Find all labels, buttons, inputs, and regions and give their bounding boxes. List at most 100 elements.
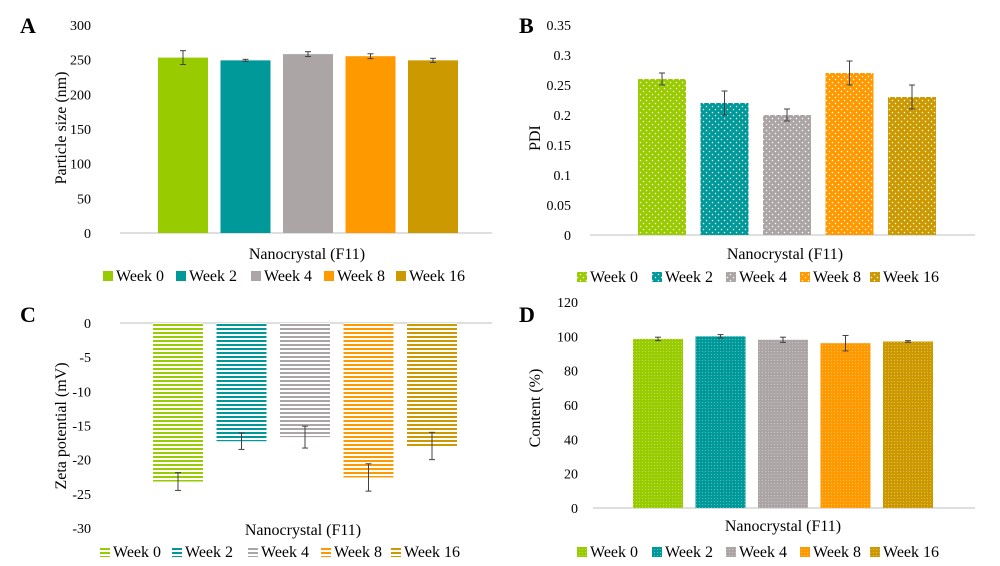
y-tick-label: 150	[70, 123, 91, 138]
legend-label: Week 8	[334, 544, 382, 561]
error-bars	[175, 425, 435, 492]
y-tick-label: 100	[557, 330, 578, 345]
legend-swatch-week0	[100, 547, 110, 557]
legend-swatch-week16	[870, 547, 880, 557]
panel-b: B PDI Nanocrystal (F11) 0 0.05 0.1 0.15 0.2 0…	[519, 13, 975, 286]
error-bars	[655, 334, 911, 352]
y-tick-label: 80	[564, 365, 578, 380]
bar-week8	[345, 56, 396, 234]
y-tick-label: 0.2	[554, 109, 572, 124]
legend-swatch-week2	[172, 547, 182, 557]
bar-week0	[638, 79, 686, 235]
y-axis-label: Particle size (nm)	[53, 72, 70, 185]
y-tick-label: 0.35	[547, 19, 572, 34]
x-axis-label: Nanocrystal (F11)	[249, 246, 365, 263]
y-tick-label: -10	[72, 385, 91, 400]
error-bars	[659, 60, 915, 122]
y-axis-label: PDI	[527, 125, 544, 151]
y-tick-label: -25	[72, 488, 91, 503]
y-tick-label: 50	[77, 192, 91, 207]
legend-swatch-week0	[577, 272, 587, 282]
legend-swatch-week4	[248, 547, 258, 557]
bar-week16	[408, 60, 458, 233]
legend-label: Week 4	[739, 269, 787, 286]
bar-week0	[158, 57, 208, 233]
bars	[638, 73, 936, 235]
x-axis-label: Nanocrystal (F11)	[725, 518, 841, 535]
panel-c: C Zeta potential (mV) Nanocrystal (F11) …	[20, 302, 492, 561]
y-tick-label: 0	[571, 502, 578, 517]
panel-d: D Content (%) Nanocrystal (F11) 0 20 40 60 8…	[519, 296, 975, 561]
legend-swatch-week2	[176, 271, 186, 281]
y-tick-label: 250	[70, 54, 91, 69]
y-tick-label: -15	[72, 420, 91, 435]
y-tick-label: 40	[564, 433, 578, 448]
legend-label: Week 2	[665, 269, 713, 286]
legend: Week 0 Week 2 Week 4 Week 8 Week 16	[577, 544, 939, 561]
panel-a: A Particle size (nm) Nanocrystal (F11) 0…	[20, 13, 492, 285]
legend-label: Week 8	[337, 268, 385, 285]
y-tick-label: 0	[564, 229, 571, 244]
legend-label: Week 16	[883, 544, 939, 561]
y-axis-label: Content (%)	[527, 369, 544, 448]
y-tick-label: 300	[70, 19, 91, 34]
legend-label: Week 0	[590, 544, 638, 561]
bars	[158, 54, 458, 234]
legend-swatch-week8	[800, 547, 810, 557]
y-tick-label: 0.05	[547, 199, 572, 214]
bar-week4	[758, 339, 808, 508]
y-tick-label: 0	[84, 227, 91, 242]
bar-week0	[153, 323, 203, 482]
y-tick-label: 0.25	[547, 79, 572, 94]
legend-label: Week 16	[409, 268, 465, 285]
y-tick-label: 60	[564, 399, 578, 414]
panel-label: D	[519, 302, 535, 327]
panel-label: A	[20, 13, 36, 38]
y-tick-label: -20	[72, 454, 91, 469]
bar-week2	[216, 323, 267, 442]
y-tick-label: 100	[70, 158, 91, 173]
y-axis-label: Zeta potential (mV)	[53, 362, 70, 489]
y-tick-label: -30	[72, 522, 91, 537]
legend-swatch-week8	[324, 271, 334, 281]
bar-week8	[820, 343, 871, 508]
legend-label: Week 2	[665, 544, 713, 561]
bar-week0	[633, 338, 683, 508]
x-axis-label: Nanocrystal (F11)	[727, 246, 843, 263]
bar-week4	[280, 323, 330, 438]
bars	[153, 323, 457, 482]
panel-label: B	[519, 13, 534, 38]
bar-week16	[407, 323, 457, 446]
y-tick-label: 200	[70, 88, 91, 103]
bar-week2	[220, 60, 271, 233]
y-tick-label: -5	[79, 351, 91, 366]
legend-swatch-week4	[726, 272, 736, 282]
y-tick-label: 120	[557, 296, 578, 311]
legend-label: Week 4	[264, 268, 312, 285]
legend-label: Week 16	[404, 544, 460, 561]
bar-week16	[888, 97, 936, 235]
legend-label: Week 8	[813, 544, 861, 561]
legend-swatch-week16	[391, 547, 401, 557]
legend-label: Week 4	[261, 544, 309, 561]
bar-week2	[700, 103, 749, 235]
legend-swatch-week2	[652, 547, 662, 557]
y-tick-label: 0.15	[547, 139, 572, 154]
legend-label: Week 0	[116, 268, 164, 285]
legend-swatch-week8	[800, 272, 810, 282]
legend-swatch-week2	[652, 272, 662, 282]
bar-week8	[825, 73, 874, 235]
legend: Week 0 Week 2 Week 4 Week 8 Week 16	[577, 269, 939, 286]
legend-label: Week 2	[185, 544, 233, 561]
legend: Week 0 Week 2 Week 4 Week 8 Week 16	[103, 268, 465, 285]
legend-swatch-week8	[321, 547, 331, 557]
legend-swatch-week4	[726, 547, 736, 557]
legend-label: Week 2	[189, 268, 237, 285]
x-axis-label: Nanocrystal (F11)	[245, 522, 361, 539]
panel-label: C	[20, 302, 36, 327]
bars	[633, 336, 933, 508]
error-bars	[180, 50, 436, 66]
y-tick-label: 0.3	[554, 49, 572, 64]
legend-swatch-week16	[870, 272, 880, 282]
